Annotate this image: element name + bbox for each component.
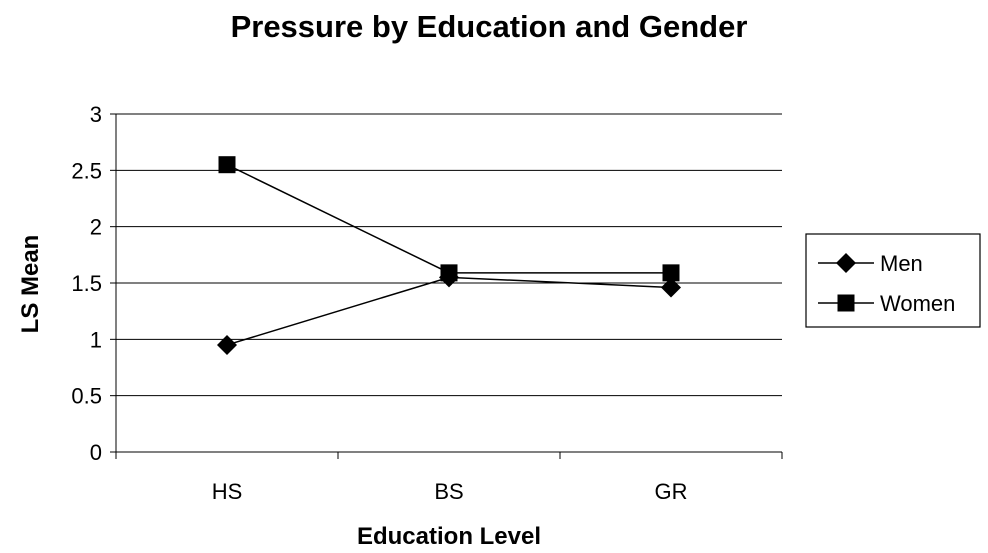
legend-marker-diamond [836,253,856,273]
legend-box [805,233,981,328]
y-axis-ticks: 0 0.5 1 1.5 2 2.5 3 [71,102,116,465]
series-line [226,164,671,274]
legend: Men Women [805,233,981,328]
y-tick-label: 1 [90,327,102,352]
legend-item-men: Men [818,251,923,276]
y-tick-label: 0.5 [71,384,102,409]
series-line [226,276,672,346]
x-tick-label: BS [434,479,463,504]
legend-label: Women [880,291,955,316]
series [217,156,681,355]
y-tick-label: 1.5 [71,271,102,296]
y-axis-label: LS Mean [17,235,44,334]
y-tick-label: 2.5 [71,158,102,183]
legend-item-women: Women [818,291,955,316]
data-point-square [218,156,236,174]
y-tick-label: 3 [90,102,102,127]
data-point-diamond [217,334,237,355]
x-axis-label: Education Level [357,523,541,550]
y-tick-label: 2 [90,215,102,240]
data-point-diamond [661,277,681,298]
series-women [218,156,680,282]
x-tick-label: HS [212,479,243,504]
data-point-square [662,264,680,282]
legend-label: Men [880,251,923,276]
gridlines [116,113,782,397]
legend-marker-square [837,294,855,312]
x-tick-label: GR [655,479,688,504]
y-tick-label: 0 [90,440,102,465]
x-axis-ticks: HS BS GR [115,452,783,504]
chart-title: Pressure by Education and Gender [231,9,748,44]
data-point-square [440,264,458,282]
